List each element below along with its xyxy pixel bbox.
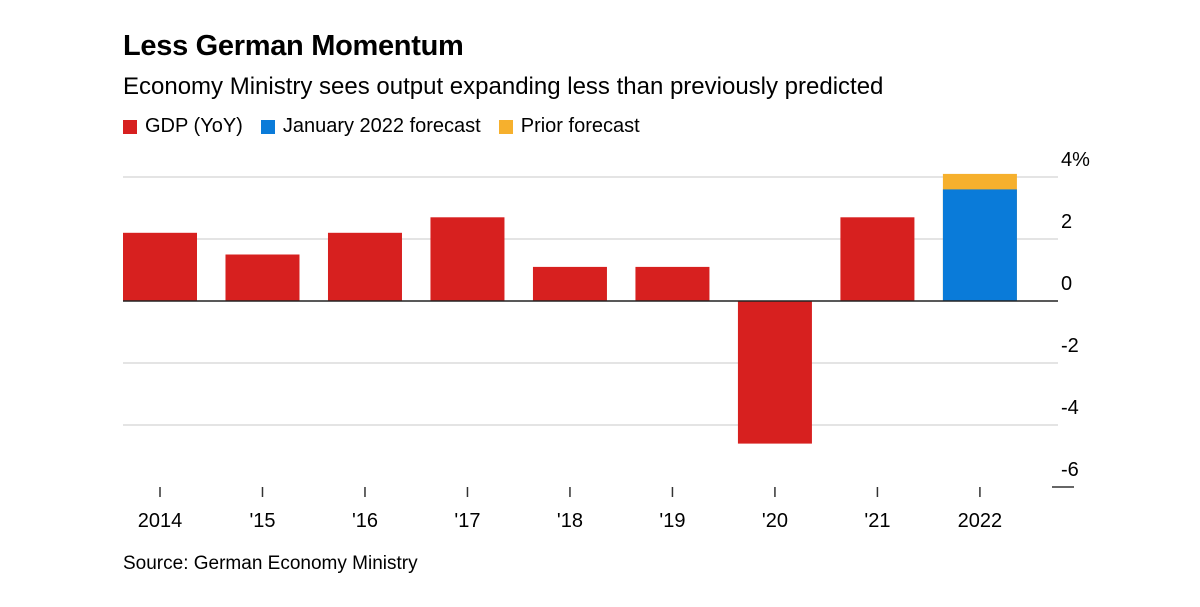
legend-item-gdp: GDP (YoY) (123, 115, 243, 138)
legend-swatch-prior-forecast (498, 119, 513, 134)
legend-label-january-forecast: January 2022 forecast (282, 115, 481, 137)
bar-gdp (327, 232, 402, 301)
bar-gdp (840, 217, 915, 301)
y-tick-label: 4% (1061, 149, 1090, 171)
x-tick-label: '16 (352, 510, 378, 532)
legend-label-prior-forecast: Prior forecast (520, 115, 640, 137)
chart-title: Less German Momentum (123, 30, 464, 62)
bar-gdp (532, 266, 607, 301)
legend-label-gdp: GDP (YoY) (145, 115, 243, 137)
x-tick-label: '19 (659, 510, 685, 532)
y-tick-label: 0 (1061, 273, 1072, 295)
bar-gdp (225, 254, 300, 301)
x-tick-label: '18 (557, 510, 583, 532)
legend-item-prior-forecast: Prior forecast (498, 115, 640, 138)
x-tick-label: '15 (249, 510, 275, 532)
chart-legend: GDP (YoY) January 2022 forecast Prior fo… (123, 115, 640, 138)
y-tick-label: -4 (1061, 397, 1079, 419)
bar-gdp (123, 232, 197, 301)
chart-subtitle: Economy Ministry sees output expanding l… (123, 73, 884, 100)
bar-gdp (635, 266, 710, 301)
x-tick-label: '17 (454, 510, 480, 532)
y-tick-label: -6 (1061, 459, 1079, 481)
source-note: Source: German Economy Ministry (123, 553, 418, 574)
x-tick-label: '21 (864, 510, 890, 532)
x-tick-label: 2014 (138, 510, 183, 532)
y-tick-label: -2 (1061, 335, 1079, 357)
x-tick-label: 2022 (958, 510, 1003, 532)
bar-january-forecast (942, 189, 1017, 301)
x-tick-label: '20 (762, 510, 788, 532)
bar-gdp (737, 301, 812, 444)
legend-swatch-january-forecast (260, 119, 275, 134)
y-tick-label: 2 (1061, 211, 1072, 233)
legend-swatch-gdp (123, 119, 137, 134)
bar-gdp (430, 217, 505, 301)
legend-item-january-forecast: January 2022 forecast (260, 115, 481, 138)
